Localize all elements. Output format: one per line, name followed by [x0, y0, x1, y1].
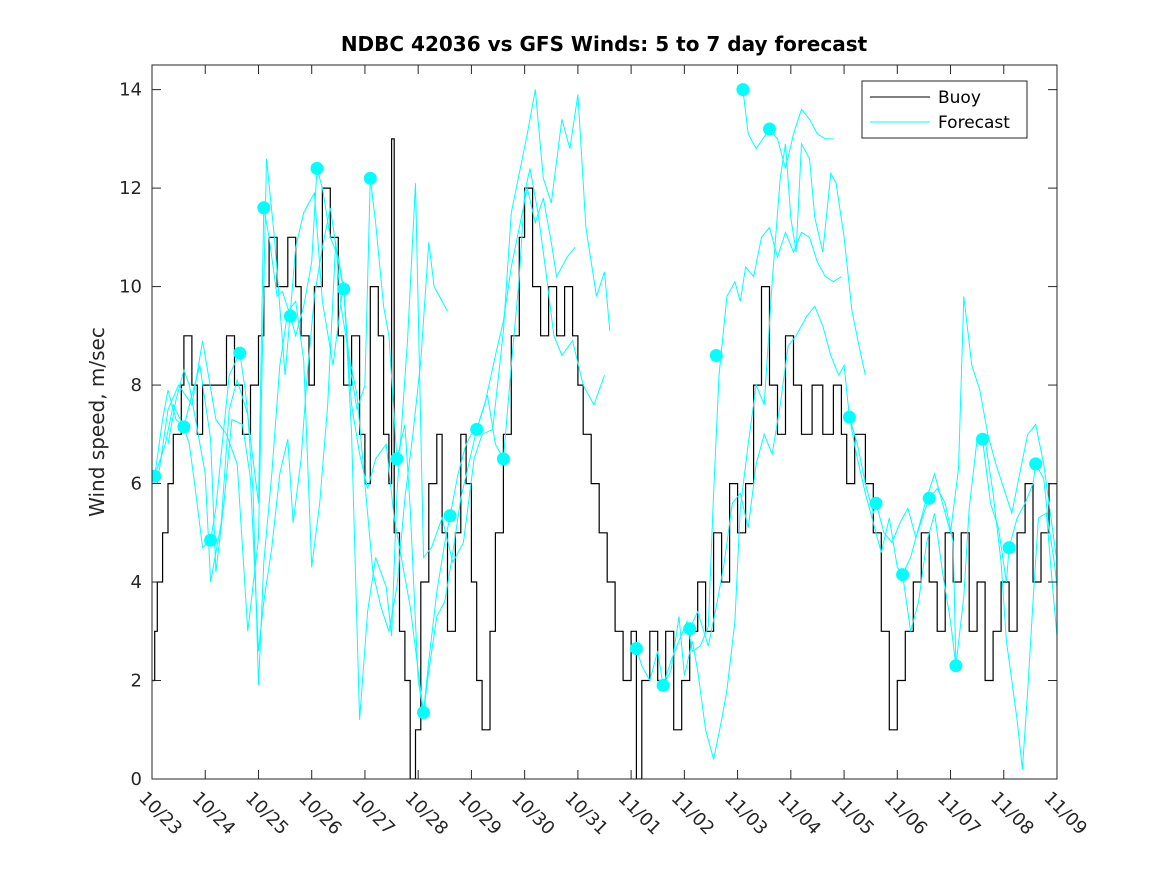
buoy-series-line: [152, 138, 1057, 779]
forecast-series-line-1: [154, 168, 605, 713]
forecast-marker-12: [443, 509, 457, 523]
plot-area: [152, 65, 1057, 779]
forecast-series-line-4: [156, 89, 611, 720]
forecast-marker-26: [976, 432, 989, 446]
forecast-series-line-6: [662, 141, 866, 760]
forecast-marker-18: [709, 349, 723, 362]
y-axis-label: Wind speed, m/sec: [85, 327, 109, 517]
forecast-marker-1: [152, 469, 162, 483]
forecast-marker-13: [470, 422, 484, 436]
forecast-series-line-9: [848, 296, 1057, 576]
forecast-marker-20: [763, 122, 776, 136]
y-tick-label: 14: [119, 80, 142, 101]
forecast-series-line-5: [635, 226, 842, 686]
plot-series-group: [152, 83, 1057, 779]
forecast-marker-14: [496, 452, 510, 466]
forecast-marker-5: [257, 201, 271, 215]
y-tick-label: 2: [131, 671, 142, 692]
y-tick-label: 6: [131, 474, 142, 495]
forecast-marker-19: [736, 83, 750, 97]
forecast-marker-4: [233, 346, 247, 360]
forecast-marker-24: [922, 491, 936, 505]
forecast-marker-22: [869, 496, 883, 510]
forecast-series-line-11: [982, 439, 1057, 588]
legend-forecast-label: Forecast: [938, 113, 1010, 133]
forecast-series-line-10: [902, 438, 1057, 770]
legend-buoy-label: Buoy: [938, 88, 981, 108]
y-tick-label: 12: [119, 178, 142, 199]
forecast-series-line-7: [742, 89, 834, 169]
forecast-marker-9: [363, 171, 377, 185]
forecast-marker-16: [656, 678, 670, 692]
forecast-marker-17: [683, 622, 697, 636]
forecast-marker-7: [310, 161, 324, 175]
y-tick-label: 0: [131, 769, 142, 790]
forecast-marker-8: [337, 282, 351, 296]
forecast-marker-11: [417, 706, 430, 719]
chart-title: NDBC 42036 vs GFS Winds: 5 to 7 day fore…: [341, 32, 868, 56]
forecast-marker-28: [1029, 457, 1043, 471]
forecast-marker-21: [842, 410, 856, 424]
forecast-marker-27: [1002, 541, 1016, 555]
forecast-marker-2: [177, 420, 191, 434]
legend: Buoy Forecast: [861, 80, 1028, 139]
forecast-marker-3: [204, 533, 218, 547]
axes-frame: [151, 64, 1058, 780]
forecast-marker-15: [629, 642, 643, 655]
forecast-marker-23: [896, 568, 910, 582]
y-tick-label: 4: [131, 572, 142, 593]
y-tick-label: 10: [119, 277, 142, 298]
forecast-marker-6: [283, 309, 297, 323]
y-tick-label: 8: [131, 375, 142, 396]
forecast-series-line-3: [167, 242, 448, 686]
legend-box: [861, 80, 1028, 139]
forecast-marker-25: [949, 659, 963, 673]
forecast-marker-10: [390, 452, 404, 466]
